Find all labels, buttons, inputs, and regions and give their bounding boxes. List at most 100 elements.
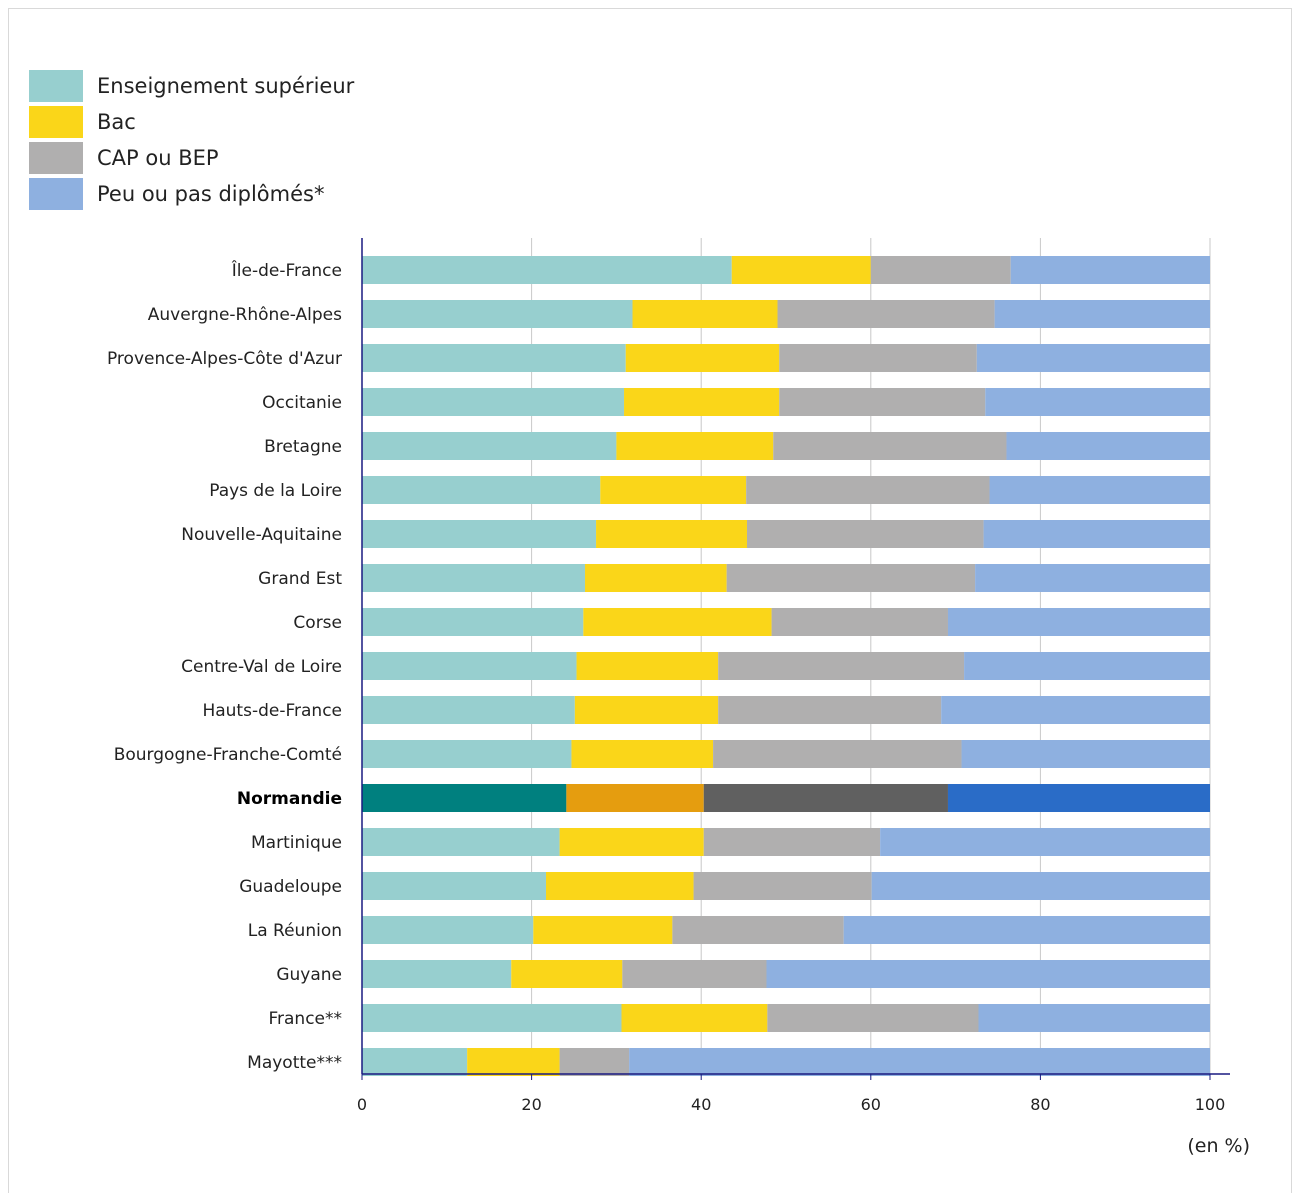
category-label: Grand Est (258, 569, 342, 589)
bar-segment (1006, 432, 1210, 460)
x-tick-label: 100 (1195, 1095, 1226, 1114)
bar-segment (985, 388, 1210, 416)
bar-segment (467, 1048, 560, 1076)
x-axis-unit-label: (en %) (1187, 1135, 1250, 1157)
category-label: Bourgogne-Franche-Comté (114, 745, 342, 765)
chart-frame (8, 8, 1292, 1193)
bar-segment (362, 256, 732, 284)
bar-segment (983, 520, 1210, 548)
bar-segment (629, 1048, 1210, 1076)
bar-segment (703, 784, 948, 812)
category-label: Mayotte*** (247, 1053, 342, 1073)
bar-segment (596, 520, 747, 548)
x-tick-label: 40 (691, 1095, 711, 1114)
bar-segment (941, 696, 1210, 724)
bar-segment (1010, 256, 1210, 284)
bar-segment (533, 916, 673, 944)
bar-segment (746, 476, 990, 504)
bar-segment (362, 828, 560, 856)
category-label: Guyane (276, 965, 342, 985)
bar-segment (362, 740, 572, 768)
bar-segment (583, 608, 772, 636)
bar-segment (961, 740, 1210, 768)
legend-swatch-cap-bep (29, 142, 83, 174)
bar-segment (624, 388, 780, 416)
bar-segment (585, 564, 727, 592)
bar-segment (693, 872, 872, 900)
bar-segment (362, 960, 512, 988)
bar-segment (362, 872, 547, 900)
x-tick-label: 20 (521, 1095, 541, 1114)
bar-segment (571, 740, 714, 768)
bar-segment (964, 652, 1210, 680)
bar-segment (975, 564, 1210, 592)
category-label: Occitanie (262, 393, 342, 413)
bar-segment (746, 520, 984, 548)
legend-label: Enseignement supérieur (97, 74, 355, 98)
category-label: Normandie (237, 789, 342, 809)
bar-segment (871, 872, 1210, 900)
legend-label: Peu ou pas diplômés* (97, 182, 325, 206)
category-labels: Île-de-France Auvergne-Rhône-Alpes Provenc… (107, 259, 342, 1073)
bar-segment (777, 300, 995, 328)
category-label: Pays de la Loire (209, 481, 342, 501)
bar-segment (989, 476, 1210, 504)
bar-segment (621, 1004, 768, 1032)
bar-segment (672, 916, 844, 944)
bar-segment (362, 432, 617, 460)
bar-segment (574, 696, 719, 724)
category-label: Hauts-de-France (202, 701, 342, 721)
bar-segment (947, 608, 1210, 636)
legend-label: Bac (97, 110, 136, 134)
bars (362, 256, 1210, 1076)
bar-segment (976, 344, 1210, 372)
bar-segment (713, 740, 962, 768)
category-label: Auvergne-Rhône-Alpes (148, 305, 342, 325)
bar-segment (546, 872, 694, 900)
bar-segment (718, 652, 965, 680)
bar-segment (362, 344, 626, 372)
bar-segment (773, 432, 1007, 460)
bar-segment (731, 256, 871, 284)
category-label: Bretagne (264, 437, 342, 457)
axes (361, 238, 1230, 1080)
bar-segment (600, 476, 747, 504)
bar-segment (766, 960, 1210, 988)
bar-segment (767, 1004, 979, 1032)
bar-segment (703, 828, 881, 856)
bar-segment (718, 696, 942, 724)
x-tick-label: 60 (861, 1095, 881, 1114)
bar-segment (843, 916, 1210, 944)
bar-segment (576, 652, 719, 680)
bar-segment (362, 784, 567, 812)
bar-segment (994, 300, 1210, 328)
bar-segment (622, 960, 767, 988)
category-label: France** (268, 1009, 342, 1029)
category-label: Corse (293, 613, 342, 633)
bar-segment (362, 1004, 622, 1032)
category-label: Martinique (251, 833, 342, 853)
bar-segment (726, 564, 976, 592)
bar-segment (511, 960, 623, 988)
bar-segment (779, 344, 977, 372)
bar-segment (616, 432, 774, 460)
bar-segment (362, 652, 577, 680)
bar-segment (771, 608, 948, 636)
bar-segment (362, 696, 575, 724)
bar-segment (779, 388, 986, 416)
bar-segment (362, 916, 534, 944)
bar-segment (362, 300, 633, 328)
bar-segment (362, 564, 586, 592)
bar-segment (978, 1004, 1210, 1032)
bar-segment (632, 300, 778, 328)
bar-segment (625, 344, 780, 372)
legend-swatch-peu-ou-pas-diplomes (29, 178, 83, 210)
legend-swatch-enseignement-superieur (29, 70, 83, 102)
bar-segment (947, 784, 1210, 812)
category-label: Provence-Alpes-Côte d'Azur (107, 349, 342, 369)
category-label: La Réunion (248, 921, 342, 941)
bar-segment (362, 520, 597, 548)
bar-segment (880, 828, 1210, 856)
category-label: Nouvelle-Aquitaine (181, 525, 342, 545)
